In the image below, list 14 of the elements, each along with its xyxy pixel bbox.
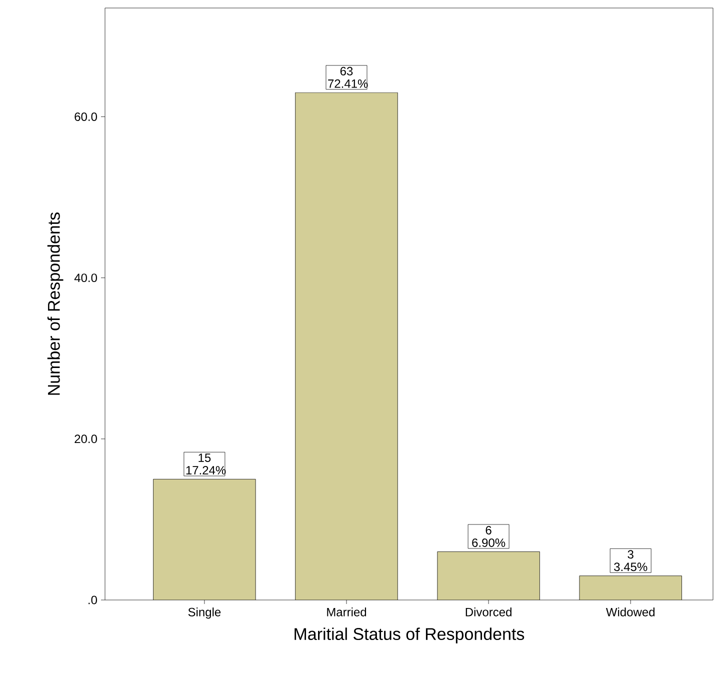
- y-tick-label: 60.0: [74, 112, 98, 121]
- data-label: 15 17.24%: [186, 454, 226, 474]
- data-label: 3 3.45%: [614, 550, 648, 572]
- x-tick-label: Widowed: [606, 608, 654, 616]
- data-label: 6 6.90%: [472, 526, 506, 547]
- x-tick-label: Single: [188, 608, 221, 619]
- x-tick-label: Divorced: [466, 608, 512, 616]
- x-axis-title: Maritial Status of Respondents: [294, 628, 524, 644]
- y-tick-label: 20.0: [74, 434, 98, 444]
- y-tick-label: .0: [88, 596, 98, 604]
- y-axis-title: Number of Respondents: [47, 212, 64, 395]
- data-label: 63 72.41%: [328, 66, 368, 88]
- x-tick-label: Married: [327, 608, 366, 616]
- y-tick-label: 40.0: [74, 274, 98, 282]
